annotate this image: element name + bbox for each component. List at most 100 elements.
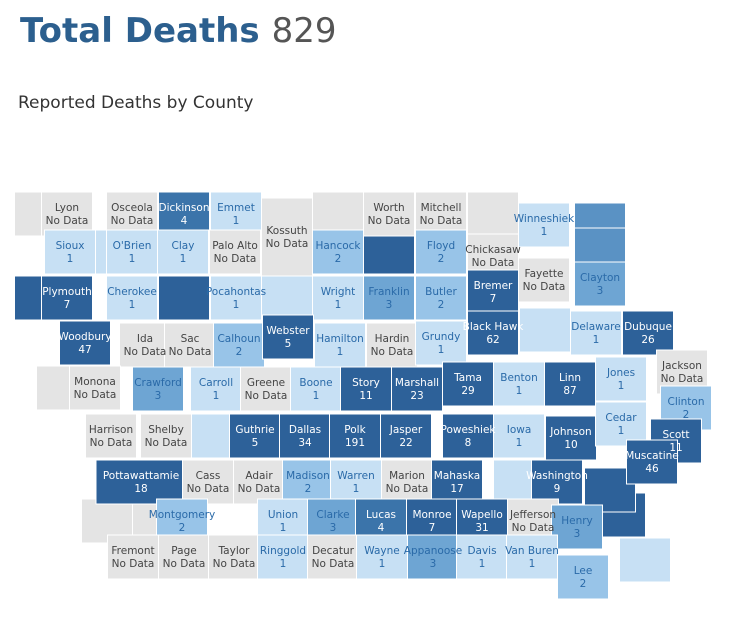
county-name: Lucas (366, 509, 396, 521)
county-name: Sac (181, 333, 200, 345)
county-name: Jefferson (509, 509, 556, 521)
county-value: 18 (134, 483, 147, 495)
county-name: Monroe (412, 509, 451, 521)
county-value: 1 (280, 522, 287, 534)
county-name: Henry (561, 515, 593, 527)
county-value: 1 (516, 437, 523, 449)
county-name: Plymouth (42, 286, 92, 298)
county-name: Black Hawk (463, 321, 525, 333)
county-value: 47 (78, 344, 91, 356)
county (190, 366, 242, 412)
county (431, 459, 483, 505)
county-value: 3 (597, 285, 604, 297)
county-name: Hancock (315, 240, 361, 252)
county (595, 356, 647, 402)
county-name: Muscatine (625, 450, 679, 462)
county-value: 4 (181, 215, 188, 227)
county-name: Marion (389, 470, 425, 482)
county (381, 459, 433, 505)
county (545, 415, 597, 461)
county-shape (363, 229, 415, 275)
county (467, 310, 519, 356)
county (626, 439, 678, 485)
county (290, 366, 342, 412)
county (312, 275, 364, 321)
county-name: Wayne (364, 545, 399, 557)
county (557, 554, 609, 600)
county (261, 197, 313, 277)
county-name: Dubuque (624, 321, 672, 333)
county (314, 322, 366, 368)
county (574, 261, 626, 307)
county-value: 23 (410, 390, 423, 402)
county (106, 191, 158, 237)
county-value: No Data (371, 346, 414, 358)
county-name: Mahaska (434, 470, 480, 482)
county-name: Palo Alto (212, 240, 258, 252)
county-value: 1 (337, 346, 344, 358)
county-name: Wright (321, 286, 356, 298)
county (119, 322, 171, 368)
county (44, 229, 96, 275)
county-value: 1 (233, 215, 240, 227)
county (518, 202, 570, 248)
county-value: 17 (450, 483, 463, 495)
county (595, 401, 647, 447)
county-value: No Data (74, 389, 117, 401)
county-value: 1 (233, 299, 240, 311)
county-value: No Data (46, 215, 89, 227)
county-value: 5 (252, 437, 259, 449)
county-value: No Data (111, 215, 154, 227)
county (407, 534, 459, 580)
county-name: Kossuth (266, 225, 307, 237)
county-value: No Data (145, 437, 188, 449)
county-value: 1 (67, 253, 74, 265)
county-name: Boone (299, 377, 332, 389)
county-name: Mitchell (421, 202, 462, 214)
county-value: No Data (312, 558, 355, 570)
county-value: 7 (490, 293, 497, 305)
county-value: 1 (129, 253, 136, 265)
county-name: Iowa (507, 424, 532, 436)
county-shape (619, 537, 671, 583)
county (391, 366, 443, 412)
county-name: Webster (266, 325, 310, 337)
county-value: 2 (236, 346, 243, 358)
county-value: No Data (368, 215, 411, 227)
county-name: Poweshiek (440, 424, 496, 436)
county-value: 62 (486, 334, 499, 346)
county-name: Washington (526, 470, 588, 482)
county (208, 534, 260, 580)
county (363, 191, 415, 237)
county-value: No Data (386, 483, 429, 495)
county-value: 1 (379, 558, 386, 570)
county-value: No Data (187, 483, 230, 495)
county-value: 11 (359, 390, 372, 402)
county-value: 7 (429, 522, 436, 534)
county-value: 2 (580, 578, 587, 590)
county-name: Hamilton (316, 333, 364, 345)
county (106, 275, 158, 321)
county-name: Emmet (217, 202, 255, 214)
county-name: Greene (247, 377, 285, 389)
county (330, 459, 382, 505)
county-name: Guthrie (235, 424, 274, 436)
county-value: 87 (563, 385, 576, 397)
county (312, 229, 364, 275)
county (493, 361, 545, 407)
county-name: Warren (337, 470, 374, 482)
county-value: 11 (669, 442, 682, 454)
county-value: 1 (618, 425, 625, 437)
county (518, 257, 570, 303)
county-value: No Data (214, 253, 257, 265)
county (132, 366, 184, 412)
county-value: 8 (465, 437, 472, 449)
county-name: Carroll (199, 377, 233, 389)
county-shape (158, 275, 210, 321)
county-name: Appanoose (404, 545, 462, 557)
county-value: No Data (266, 238, 309, 250)
county-name: Butler (425, 286, 457, 298)
county (356, 534, 408, 580)
county (415, 229, 467, 275)
